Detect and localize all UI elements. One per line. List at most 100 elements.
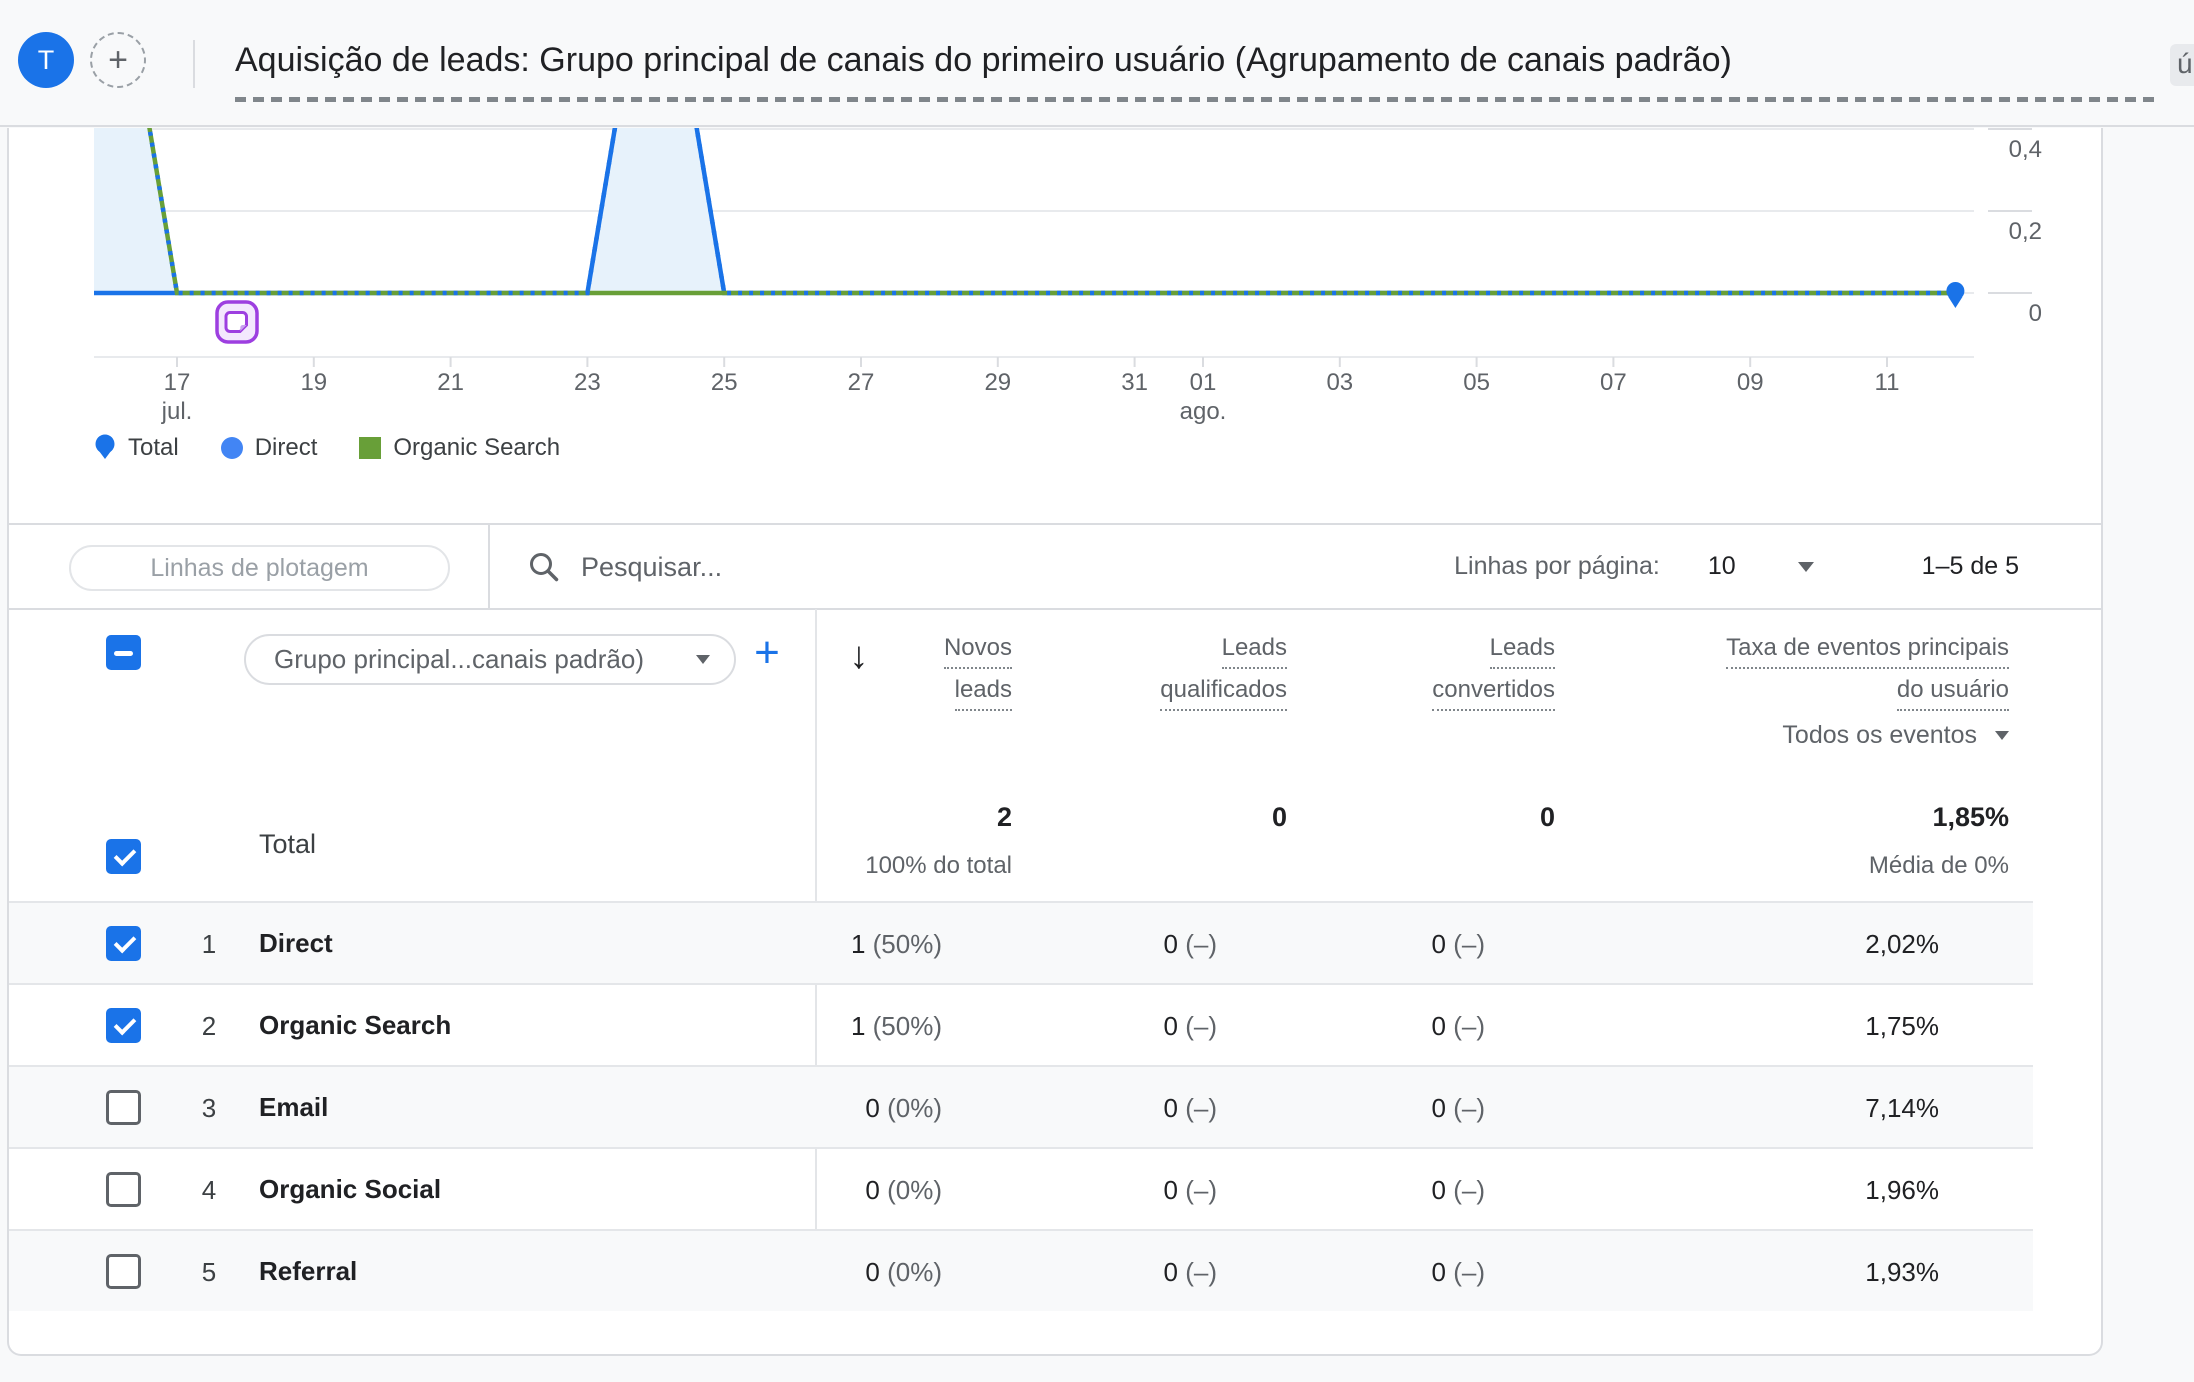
cell-leads-qualificados: 0 (–) [1163, 1257, 1217, 1287]
legend-item-direct: Direct [220, 434, 318, 462]
table-row[interactable]: 4 Organic Social 0 (0%) 0 (–) 0 (–) 1,96… [9, 1147, 2033, 1229]
report-header-bar: T + Aquisição de leads: Grupo principal … [0, 0, 2194, 127]
svg-text:0,2: 0,2 [2009, 218, 2042, 245]
cell-leads-convertidos: 0 (–) [1431, 1093, 1485, 1123]
total-row-checkbox[interactable] [106, 839, 141, 874]
svg-text:31: 31 [1121, 369, 1148, 396]
chevron-down-icon [696, 655, 710, 664]
divider [193, 40, 195, 88]
title-dashed-underline [235, 97, 2160, 102]
row-rank: 1 [201, 929, 217, 959]
chart-legend: Total Direct Organic Search [94, 434, 560, 462]
channel-name: Organic Search [259, 1010, 452, 1040]
legend-item-organic-search: Organic Search [359, 434, 560, 462]
row-rank: 4 [201, 1175, 217, 1205]
svg-text:ago.: ago. [1180, 398, 1227, 425]
cell-taxa-eventos: 1,93% [1865, 1257, 1939, 1287]
rows-per-page-label: Linhas por página: [1454, 552, 1660, 580]
column-header-leads-convertidos[interactable]: Leads convertidos [1432, 636, 1555, 711]
title-truncated-text: ú [2170, 44, 2194, 86]
direct-dot-icon [220, 437, 243, 459]
channel-name: Email [259, 1092, 329, 1122]
svg-text:17: 17 [164, 369, 191, 396]
dimension-dropdown[interactable]: Grupo principal...canais padrão) [244, 634, 736, 685]
total-leads-convertidos: 0 [1539, 802, 1555, 832]
svg-text:27: 27 [848, 369, 875, 396]
report-card: 0 0,2 0,4 17 jul. 19 21 23 25 27 29 31 01 ago. 03 05 07 0… [7, 128, 2103, 1356]
cell-novos-leads: 0 (0%) [865, 1175, 942, 1205]
divider [488, 525, 490, 608]
svg-text:21: 21 [437, 369, 464, 396]
plot-rows-button[interactable]: Linhas de plotagem [69, 545, 450, 591]
total-leads-qualificados: 0 [1271, 802, 1287, 832]
search-input[interactable] [581, 543, 1281, 591]
row-rank: 2 [201, 1011, 217, 1041]
sort-descending-icon[interactable]: ↓ [849, 635, 869, 677]
svg-text:01: 01 [1190, 369, 1217, 396]
svg-text:09: 09 [1737, 369, 1764, 396]
row-checkbox[interactable] [106, 1090, 141, 1125]
svg-text:03: 03 [1326, 369, 1353, 396]
cell-leads-convertidos: 0 (–) [1431, 929, 1485, 959]
chevron-down-icon [1995, 731, 2009, 740]
column-header-leads-qualificados[interactable]: Leads qualificados [1160, 636, 1287, 711]
legend-label: Total [128, 434, 179, 461]
search-icon [530, 553, 559, 582]
table-body: 1 Direct 1 (50%) 0 (–) 0 (–) 2,02% 2 Org… [9, 901, 2033, 1311]
svg-text:23: 23 [574, 369, 601, 396]
rows-per-page-value[interactable]: 10 [1707, 552, 1736, 580]
organic-search-square-icon [359, 437, 382, 459]
cell-leads-convertidos: 0 (–) [1431, 1175, 1485, 1205]
svg-text:jul.: jul. [161, 398, 193, 425]
svg-text:19: 19 [300, 369, 327, 396]
svg-text:11: 11 [1875, 369, 1900, 396]
svg-text:05: 05 [1463, 369, 1490, 396]
total-novos-leads-subtext: 100% do total [865, 852, 1012, 879]
table-total-row: Total 2 100% do total 0 0 1,85% Média de… [9, 776, 2103, 901]
table-row[interactable]: 3 Email 0 (0%) 0 (–) 0 (–) 7,14% [9, 1065, 2033, 1147]
svg-text:25: 25 [711, 369, 738, 396]
cell-leads-convertidos: 0 (–) [1431, 1257, 1485, 1287]
avatar[interactable]: T [18, 32, 74, 88]
table-row[interactable]: 5 Referral 0 (0%) 0 (–) 0 (–) 1,93% [9, 1229, 2033, 1311]
row-checkbox[interactable] [106, 926, 141, 961]
pagination-range: 1–5 de 5 [1921, 552, 2019, 580]
row-checkbox[interactable] [106, 1254, 141, 1289]
table-header: Grupo principal...canais padrão) + ↓ Nov… [9, 609, 2103, 776]
pagination: Linhas por página: 10 1–5 de 5 [1454, 525, 2019, 608]
svg-text:0,4: 0,4 [2009, 136, 2042, 163]
channel-name: Direct [259, 928, 333, 958]
row-rank: 5 [201, 1257, 217, 1287]
legend-label: Organic Search [393, 434, 561, 461]
cell-leads-qualificados: 0 (–) [1163, 1093, 1217, 1123]
plus-icon: + [108, 40, 128, 79]
add-tab-button[interactable]: + [90, 32, 146, 88]
annotation-note-icon[interactable] [215, 300, 260, 344]
add-column-button[interactable]: + [754, 628, 780, 677]
page-title[interactable]: Aquisição de leads: Grupo principal de c… [235, 41, 1732, 79]
cell-novos-leads: 1 (50%) [850, 1011, 942, 1041]
row-rank: 3 [201, 1093, 217, 1123]
table-row[interactable]: 1 Direct 1 (50%) 0 (–) 0 (–) 2,02% [9, 901, 2033, 983]
chevron-down-icon[interactable] [1797, 561, 1814, 572]
total-pin-icon [95, 434, 115, 459]
total-label: Total [259, 829, 317, 859]
timeseries-chart[interactable]: 0 0,2 0,4 17 jul. 19 21 23 25 27 29 31 01 ago. 03 05 07 0… [9, 128, 2103, 440]
svg-text:29: 29 [984, 369, 1011, 396]
event-filter-dropdown[interactable]: Todos os eventos [1782, 721, 2009, 750]
column-header-taxa-eventos[interactable]: Taxa de eventos principais do usuário [1726, 636, 2009, 711]
cell-leads-qualificados: 0 (–) [1163, 1175, 1217, 1205]
cell-leads-convertidos: 0 (–) [1431, 1011, 1485, 1041]
dimension-dropdown-value: Grupo principal...canais padrão) [274, 644, 644, 674]
column-header-novos-leads[interactable]: Novos leads [943, 636, 1012, 711]
channel-name: Organic Social [259, 1174, 442, 1204]
legend-label: Direct [254, 434, 318, 461]
select-all-checkbox[interactable] [106, 635, 141, 670]
svg-text:0: 0 [2029, 300, 2042, 327]
row-checkbox[interactable] [106, 1172, 141, 1207]
total-taxa-eventos-subtext: Média de 0% [1868, 852, 2009, 879]
row-checkbox[interactable] [106, 1008, 141, 1043]
table-row[interactable]: 2 Organic Search 1 (50%) 0 (–) 0 (–) 1,7… [9, 983, 2033, 1065]
total-novos-leads: 2 [996, 802, 1012, 832]
